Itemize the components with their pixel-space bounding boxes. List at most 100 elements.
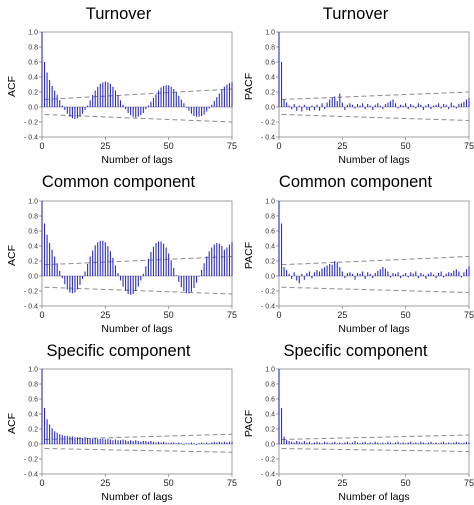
- chart-title: Specific component: [46, 342, 191, 360]
- chart-title: Specific component: [283, 342, 428, 360]
- y-tick-label: - 0.2: [24, 289, 38, 296]
- confidence-band-upper: [281, 91, 470, 100]
- x-axis-label: Number of lags: [338, 154, 409, 166]
- confidence-band-lower: [281, 286, 470, 293]
- x-tick-label: 25: [100, 478, 110, 488]
- confidence-band-upper: [44, 88, 233, 100]
- y-tick-label: 0.0: [265, 105, 275, 112]
- y-tick-label: 0.6: [28, 60, 38, 67]
- x-tick-label: 50: [401, 141, 411, 151]
- y-tick-label: 0.8: [28, 214, 38, 221]
- x-tick-label: 25: [100, 141, 110, 151]
- y-tick-label: - 0.4: [24, 472, 38, 479]
- x-tick-label: 50: [164, 310, 174, 320]
- x-tick-label: 75: [464, 478, 474, 488]
- y-tick-label: 0.8: [265, 214, 275, 221]
- y-tick-label: - 0.2: [261, 289, 275, 296]
- y-axis-label: ACF: [6, 76, 18, 97]
- y-axis-label: PACF: [243, 73, 255, 100]
- y-tick-label: 1.0: [28, 30, 38, 37]
- y-tick-label: 0.6: [28, 229, 38, 236]
- y-tick-label: 0.2: [28, 259, 38, 266]
- confidence-band-lower: [281, 448, 470, 452]
- confidence-band-lower: [281, 114, 470, 121]
- x-tick-label: 50: [401, 310, 411, 320]
- y-tick-label: - 0.2: [261, 120, 275, 127]
- x-tick-label: 0: [276, 478, 281, 488]
- y-tick-label: - 0.2: [24, 457, 38, 464]
- chart-title: Turnover: [322, 5, 389, 23]
- y-tick-label: 0.4: [28, 244, 38, 251]
- confidence-band-upper: [44, 433, 233, 440]
- y-axis-label: ACF: [6, 413, 18, 434]
- y-tick-label: 0.8: [28, 382, 38, 389]
- chart-title: Common component: [41, 173, 196, 191]
- y-axis-label: PACF: [243, 242, 255, 269]
- plot-frame: [41, 368, 233, 475]
- y-tick-label: 0.4: [28, 75, 38, 82]
- y-tick-label: 0.2: [28, 427, 38, 434]
- y-tick-label: - 0.4: [24, 135, 38, 142]
- y-axis-label: PACF: [243, 410, 255, 437]
- y-tick-label: 0.4: [265, 244, 275, 251]
- y-tick-label: 0.6: [265, 229, 275, 236]
- y-tick-label: 0.8: [28, 45, 38, 52]
- x-tick-label: 50: [164, 141, 174, 151]
- chart-panel: Turnover 1.0 0.8 0.6 0.4 0.2 0.0 - 0.2 - 0.4 0 25 5…: [237, 0, 474, 168]
- y-tick-label: 0.6: [265, 397, 275, 404]
- y-tick-label: 0.2: [265, 90, 275, 97]
- x-tick-label: 25: [100, 310, 110, 320]
- y-tick-label: - 0.4: [261, 304, 275, 311]
- x-tick-label: 0: [39, 478, 44, 488]
- y-tick-label: 0.2: [265, 259, 275, 266]
- y-tick-label: 0.0: [265, 442, 275, 449]
- y-tick-label: 1.0: [265, 30, 275, 37]
- y-tick-label: 0.0: [28, 442, 38, 449]
- chart-panel: Common component 1.0 0.8 0.6 0.4 0.2 0.0 - 0.2 -…: [237, 169, 474, 337]
- plot-frame: [278, 368, 470, 475]
- y-tick-label: 0.8: [265, 382, 275, 389]
- x-tick-label: 0: [276, 141, 281, 151]
- x-tick-label: 75: [227, 141, 237, 151]
- x-tick-label: 25: [337, 478, 347, 488]
- y-tick-label: - 0.2: [261, 457, 275, 464]
- confidence-band-upper: [281, 256, 470, 266]
- x-axis-label: Number of lags: [101, 323, 172, 335]
- chart-plot: 1.0 0.8 0.6 0.4 0.2 0.0 - 0.2 - 0.40 25 50 75 Numbe…: [6, 199, 237, 336]
- y-tick-label: 0.4: [28, 412, 38, 419]
- y-tick-label: - 0.4: [261, 135, 275, 142]
- x-axis-label: Number of lags: [101, 491, 172, 503]
- x-tick-label: 0: [276, 310, 281, 320]
- x-axis-label: Number of lags: [338, 323, 409, 335]
- x-tick-label: 25: [337, 141, 347, 151]
- chart-plot: 1.0 0.8 0.6 0.4 0.2 0.0 - 0.2 - 0.40 25 50 75 Numbe…: [243, 30, 474, 167]
- y-tick-label: 0.6: [265, 60, 275, 67]
- y-tick-label: 0.2: [265, 427, 275, 434]
- x-tick-label: 25: [337, 310, 347, 320]
- chart-plot: 1.0 0.8 0.6 0.4 0.2 0.0 - 0.2 - 0.40 25 50 75 Numbe…: [243, 199, 474, 336]
- y-tick-label: 1.0: [28, 367, 38, 374]
- x-tick-label: 0: [39, 310, 44, 320]
- chart-panel: Common component 1.0 0.8 0.6 0.4 0.2 0.0 - 0.2 -…: [0, 169, 237, 337]
- y-tick-label: 0.4: [265, 75, 275, 82]
- confidence-band-upper: [281, 434, 470, 440]
- y-tick-label: 0.6: [28, 397, 38, 404]
- y-axis-label: ACF: [6, 245, 18, 266]
- y-tick-label: 1.0: [265, 367, 275, 374]
- y-tick-label: 0.2: [28, 90, 38, 97]
- x-tick-label: 75: [227, 310, 237, 320]
- x-axis-label: Number of lags: [338, 491, 409, 503]
- chart-title: Common component: [278, 173, 433, 191]
- x-tick-label: 50: [401, 478, 411, 488]
- chart-panel: Turnover 1.0 0.8 0.6 0.4 0.2 0.0 - 0.2 - 0.4 0 25 5…: [0, 0, 237, 168]
- x-tick-label: 50: [164, 478, 174, 488]
- y-tick-label: 0.0: [265, 274, 275, 281]
- x-tick-label: 75: [464, 141, 474, 151]
- chart-panel: Specific component 1.0 0.8 0.6 0.4 0.2 0.0 - 0.…: [237, 337, 474, 505]
- x-tick-label: 75: [227, 478, 237, 488]
- x-tick-label: 0: [39, 141, 44, 151]
- y-tick-label: 0.0: [28, 274, 38, 281]
- plot-frame: [278, 31, 470, 138]
- confidence-band-lower: [44, 448, 233, 453]
- confidence-band-upper: [44, 256, 233, 266]
